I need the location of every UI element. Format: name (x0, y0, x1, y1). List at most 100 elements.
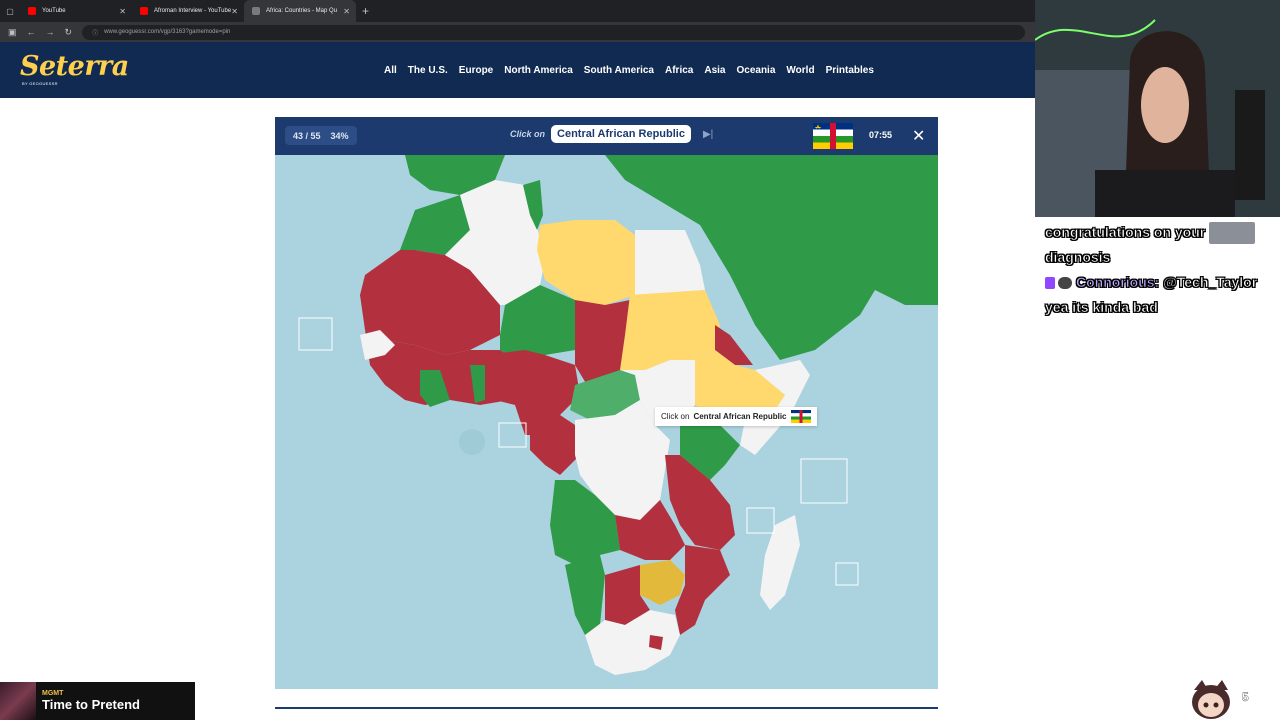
chat-message: congratulations on your (1045, 220, 1270, 245)
country-algeria[interactable] (445, 180, 545, 305)
score-box: 43 / 55 34% (285, 126, 357, 145)
country-chad[interactable] (575, 300, 630, 390)
tab-seterra[interactable]: Africa: Countries - Map Qu ✕ (244, 0, 356, 22)
country-namibia[interactable] (565, 555, 605, 635)
track-title: Time to Pretend (42, 697, 141, 712)
game-status-bar: 43 / 55 34% Click on Central African Rep… (275, 117, 938, 155)
url-text: www.geoguessr.com/vgp/3163?gamemode=pin (104, 29, 231, 35)
island-box-mauritius[interactable] (835, 562, 859, 586)
country-south-africa[interactable] (585, 610, 680, 675)
africa-map[interactable] (275, 155, 938, 689)
geoguessr-icon (252, 7, 260, 15)
country-sudan[interactable] (620, 290, 720, 370)
country-egypt[interactable] (635, 230, 705, 295)
site-info-icon[interactable]: ⓘ (92, 30, 99, 37)
game-timer: 07:55 (869, 130, 893, 140)
country-kenya[interactable] (680, 425, 740, 480)
country-tunisia[interactable] (523, 180, 543, 230)
country-zimbabwe[interactable] (640, 560, 685, 605)
nav-all[interactable]: All (384, 64, 397, 76)
tab-search-icon[interactable]: ▢ (6, 6, 14, 16)
target-flag-icon (813, 123, 853, 149)
country-ivory-coast[interactable] (420, 370, 450, 407)
browser-toolbar: ▣ ← → ↻ ⓘ www.geoguessr.com/vgp/3163?gam… (0, 22, 1035, 42)
tab-title: Africa: Countries - Map Qu (266, 8, 338, 14)
chat-text: congratulations on your (1045, 224, 1206, 241)
country-mauritania-mali[interactable] (360, 250, 500, 355)
tab-close-icon[interactable]: ✕ (343, 6, 350, 16)
map-game-panel: 43 / 55 34% Click on Central African Rep… (275, 117, 938, 689)
skip-icon[interactable]: ▶| (702, 128, 714, 140)
click-on-label: Click on (510, 129, 546, 139)
user-badge-icon (1058, 277, 1072, 290)
country-lesotho[interactable] (649, 635, 663, 650)
logo-subtitle: BY GEOGUESSR (22, 81, 58, 86)
nav-printables[interactable]: Printables (825, 64, 874, 76)
corner-counter: 5 (1242, 690, 1249, 704)
chat-text: yea its kinda bad (1045, 299, 1158, 316)
tab-youtube[interactable]: YouTube ✕ (20, 0, 132, 22)
nav-africa[interactable]: Africa (665, 64, 694, 76)
island-box-comoros[interactable] (746, 507, 775, 534)
country-drc[interactable] (575, 400, 670, 520)
island-box-seychelles[interactable] (800, 458, 848, 504)
tooltip-prefix: Click on (661, 412, 690, 421)
country-senegal[interactable] (360, 330, 395, 360)
country-mozambique[interactable] (675, 545, 730, 635)
country-somalia[interactable] (740, 360, 810, 455)
back-icon[interactable]: ← (26, 27, 36, 37)
tooltip-flag-icon (790, 410, 811, 423)
question-prompt: Click on Central African Republic ▶| (510, 125, 713, 143)
new-tab-icon[interactable]: + (362, 4, 370, 18)
seterra-logo[interactable]: Seterra (20, 51, 129, 82)
chat-text: diagnosis (1045, 249, 1111, 266)
mascot-avatar-icon (1192, 680, 1230, 719)
country-nigeria-cameroon[interactable] (485, 350, 580, 435)
country-zambia[interactable] (615, 500, 685, 560)
middle-east-region (605, 155, 938, 360)
country-car-region[interactable] (570, 370, 640, 420)
chat-message: diagnosis (1045, 245, 1270, 270)
nav-europe[interactable]: Europe (458, 64, 494, 76)
country-ethiopia[interactable] (685, 350, 785, 425)
nav-north-america[interactable]: North America (504, 64, 573, 76)
hover-tooltip: Click on Central African Republic (655, 407, 817, 426)
country-niger[interactable] (500, 285, 575, 360)
nav-world[interactable]: World (786, 64, 815, 76)
nav-south-america[interactable]: South America (583, 64, 654, 76)
youtube-icon (28, 7, 36, 15)
country-gabon-congo[interactable] (530, 415, 580, 475)
country-botswana[interactable] (605, 565, 650, 625)
tab-close-icon[interactable]: ✕ (231, 6, 238, 16)
forward-icon[interactable]: → (45, 27, 55, 37)
sidebar-toggle-icon[interactable]: ▣ (8, 26, 17, 37)
reload-icon[interactable]: ↻ (64, 26, 73, 37)
address-bar[interactable]: ⓘ www.geoguessr.com/vgp/3163?gamemode=pi… (82, 24, 1025, 40)
browser-tab-bar: ▢ YouTube ✕ Afroman Interview - YouTube … (0, 0, 1035, 22)
country-libya[interactable] (537, 220, 635, 305)
country-ghana[interactable] (470, 365, 485, 403)
country-angola[interactable] (550, 480, 620, 565)
island-box-cape-verde[interactable] (298, 317, 333, 351)
chat-username: Connorious: (1076, 274, 1160, 291)
country-eritrea[interactable] (715, 325, 753, 365)
tab-close-icon[interactable]: ✕ (119, 6, 126, 16)
album-art (0, 682, 36, 720)
nav-oceania[interactable]: Oceania (736, 64, 776, 76)
chat-text: @Tech_Taylor (1163, 274, 1258, 291)
country-madagascar[interactable] (760, 515, 800, 610)
island-box-sao-tome[interactable] (498, 422, 527, 448)
webcam-image (1035, 0, 1280, 217)
nav-asia[interactable]: Asia (704, 64, 726, 76)
close-game-icon[interactable]: ✕ (912, 128, 926, 145)
country-tanzania[interactable] (665, 455, 735, 550)
tab-afroman[interactable]: Afroman Interview - YouTube ✕ (132, 0, 244, 22)
site-header: Seterra BY GEOGUESSR All The U.S. Europe… (0, 42, 1035, 98)
webcam-feed (1035, 0, 1280, 217)
now-playing: MGMT Time to Pretend (0, 682, 195, 720)
track-artist: MGMT (42, 690, 64, 697)
twitch-badge-icon (1045, 277, 1055, 290)
country-morocco[interactable] (400, 195, 470, 255)
nav-the-us[interactable]: The U.S. (407, 64, 448, 76)
